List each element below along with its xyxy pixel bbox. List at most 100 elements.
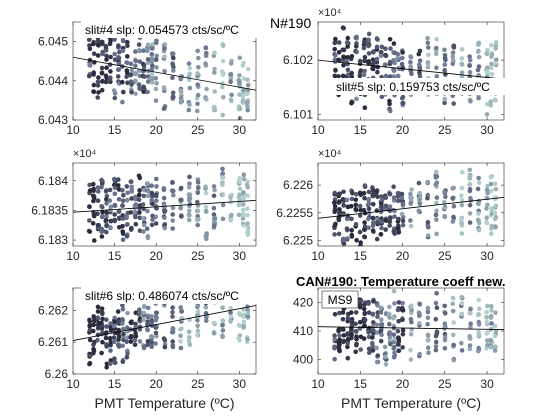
data-point — [417, 312, 423, 318]
data-point — [203, 305, 209, 310]
data-point — [387, 191, 393, 197]
data-point — [442, 311, 448, 316]
data-point — [434, 73, 440, 79]
x-axis-label: PMT Temperature (ºC) — [341, 395, 481, 411]
fit-line — [318, 196, 504, 219]
data-point — [112, 315, 117, 321]
data-point — [150, 217, 155, 223]
data-point — [450, 308, 456, 314]
data-point — [379, 94, 385, 100]
data-point — [476, 297, 482, 303]
data-point — [117, 49, 122, 55]
data-point — [203, 45, 209, 50]
data-point — [145, 342, 150, 348]
data-point — [211, 331, 217, 336]
data-point — [417, 191, 423, 196]
data-point — [459, 220, 464, 226]
data-point — [408, 59, 413, 65]
scatter-points — [87, 288, 251, 370]
scatter-points — [86, 166, 251, 243]
data-point — [87, 204, 92, 210]
x-tick-label: 15 — [354, 123, 368, 137]
data-point — [434, 169, 439, 175]
data-point — [332, 333, 337, 338]
data-point — [212, 50, 217, 56]
data-point — [433, 51, 439, 57]
data-point — [87, 361, 92, 367]
data-point — [145, 60, 151, 66]
y-tick-label: 420 — [293, 295, 313, 309]
data-point — [417, 197, 422, 203]
data-point — [484, 206, 489, 211]
data-point — [149, 222, 155, 228]
x-axis-label: PMT Temperature (ºC) — [95, 395, 235, 411]
data-point — [354, 44, 359, 49]
data-point — [220, 202, 226, 208]
data-point — [104, 223, 109, 229]
data-point — [240, 207, 246, 213]
data-point — [178, 95, 184, 101]
data-point — [111, 335, 117, 340]
data-point — [112, 203, 118, 208]
data-point — [162, 209, 167, 215]
data-point — [236, 336, 241, 341]
data-point — [103, 79, 109, 85]
data-point — [345, 72, 351, 77]
data-point — [459, 301, 465, 306]
data-point — [459, 348, 465, 353]
data-point — [416, 62, 422, 67]
data-point — [112, 212, 117, 217]
data-point — [451, 101, 457, 106]
data-point — [162, 69, 167, 74]
data-point — [120, 302, 125, 308]
data-point — [489, 61, 494, 67]
data-point — [212, 66, 217, 72]
annotation-box — [81, 21, 261, 38]
data-point — [228, 97, 234, 103]
data-point — [489, 71, 495, 77]
data-point — [137, 48, 143, 54]
data-point — [220, 166, 225, 172]
scatter-points — [332, 167, 499, 246]
data-point — [442, 200, 447, 205]
data-point — [468, 324, 473, 330]
data-point — [241, 76, 247, 81]
data-point — [425, 338, 431, 343]
data-point — [120, 38, 126, 44]
data-point — [341, 203, 346, 208]
data-point — [124, 198, 130, 203]
data-point — [434, 217, 439, 222]
data-point — [104, 197, 109, 202]
data-point — [378, 194, 384, 199]
axes-box — [317, 162, 505, 247]
data-point — [400, 300, 405, 306]
data-point — [476, 322, 482, 327]
data-point — [196, 65, 201, 70]
data-point — [391, 355, 397, 360]
data-point — [425, 36, 430, 41]
data-point — [95, 211, 100, 216]
data-point — [120, 48, 126, 54]
data-point — [434, 36, 440, 42]
data-point — [489, 223, 495, 229]
data-point — [340, 73, 346, 79]
data-point — [332, 204, 338, 209]
data-point — [399, 211, 405, 217]
data-point — [489, 65, 494, 71]
data-point — [451, 214, 456, 220]
data-point — [442, 205, 448, 211]
data-point — [396, 342, 401, 347]
data-point — [344, 55, 350, 60]
data-point — [220, 216, 226, 222]
data-point — [150, 46, 155, 51]
data-point — [212, 107, 218, 113]
data-point — [141, 229, 146, 234]
data-point — [493, 60, 498, 66]
data-point — [91, 193, 96, 199]
data-point — [170, 180, 175, 185]
data-point — [488, 344, 494, 350]
data-point — [340, 317, 346, 322]
data-point — [366, 206, 372, 212]
data-point — [87, 182, 92, 188]
data-point — [104, 324, 109, 329]
